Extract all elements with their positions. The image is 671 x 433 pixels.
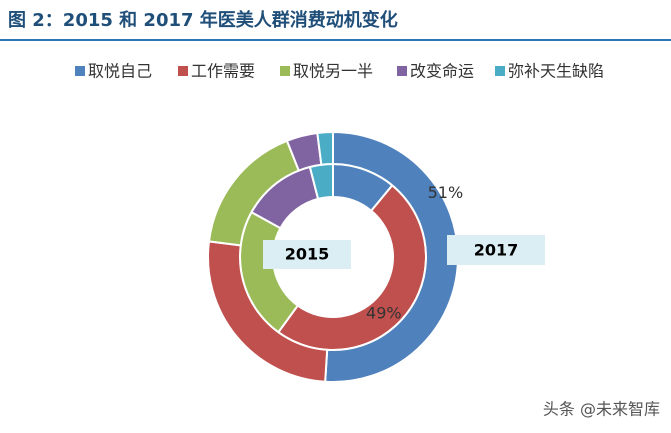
legend-swatch [178,66,188,76]
legend-swatch [280,66,290,76]
ring-label: 2017 [474,241,519,260]
legend-swatch [75,66,85,76]
legend: 取悦自己 工作需要 取悦另一半 改变命运 弥补天生缺陷 [75,62,604,81]
legend-swatch [397,66,407,76]
legend-label: 取悦自己 [88,62,152,81]
chart-title: 图 2：2015 和 2017 年医美人群消费动机变化 [8,9,398,31]
donut-segment [324,130,460,383]
value-label: 51% [428,183,464,202]
ring-label-box [447,235,545,265]
legend-swatch [495,66,505,76]
donut-segment [316,130,334,166]
legend-label: 取悦另一半 [293,62,373,81]
legend-label: 弥补天生缺陷 [508,62,604,81]
rings: 49% 51% [207,130,464,383]
ring-label-box [263,240,351,269]
value-label: 49% [366,304,402,323]
watermark: 头条 @未来智库 [543,400,660,419]
ring-label: 2015 [285,245,330,264]
legend-label: 工作需要 [191,62,255,81]
legend-label: 改变命运 [410,62,474,81]
